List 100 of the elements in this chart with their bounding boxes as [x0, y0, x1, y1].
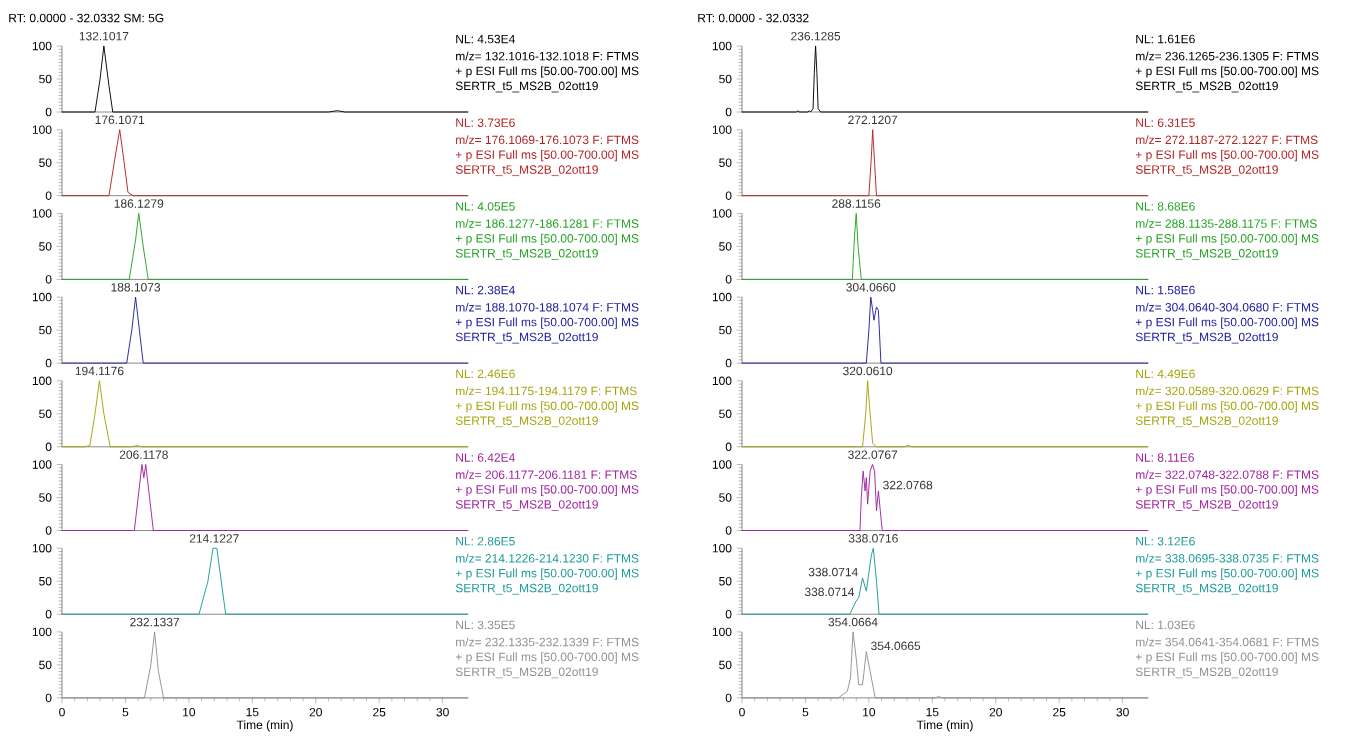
- text: NL: 4.53E4: [456, 34, 515, 44]
- annotation: m/z= 354.0641-354.0681 F: FTMS: [1136, 637, 1319, 647]
- annotation: 322.0768: [883, 480, 933, 490]
- annotation: m/z= 194.1175-194.1179 F: FTMS: [456, 386, 637, 396]
- annotation: m/z= 288.1135-288.1175 F: FTMS: [1136, 219, 1317, 228]
- y-tick-label: 50: [719, 493, 732, 502]
- x-tick-label: 0: [739, 707, 745, 717]
- annotation: SERTR_t5_MS2B_02ott19: [1135, 332, 1278, 344]
- y-tick-label: 50: [39, 409, 52, 419]
- x-axis-title: Time (min): [916, 720, 973, 732]
- annotation: SERTR_t5_MS2B_02ott19: [1135, 165, 1278, 177]
- x-axis-title: Time (min): [236, 720, 293, 732]
- y-tick-label: 50: [719, 325, 732, 335]
- annotation: m/z= 232.1335-232.1339 F: FTMS: [456, 637, 639, 647]
- text: NL: 6.31E5: [1136, 118, 1195, 127]
- y-tick-label: 0: [725, 693, 732, 703]
- x-tick-label: 20: [989, 707, 1002, 717]
- annotation: 320.0610: [843, 366, 893, 376]
- y-tick-label: 50: [39, 660, 52, 670]
- y-tick-label: 0: [725, 358, 732, 368]
- y-tick-label: 100: [712, 41, 732, 51]
- y-tick-label: 100: [712, 460, 732, 469]
- text: NL: 8.68E6: [1136, 202, 1195, 211]
- annotation: 338.0716: [848, 534, 898, 543]
- annotation: m/z= 304.0640-304.0680 F: FTMS: [1136, 302, 1319, 312]
- annotation: 186.1279: [114, 199, 164, 208]
- y-tick-label: 50: [39, 242, 52, 251]
- annotation: 214.1227: [189, 534, 239, 543]
- x-tick-label: 30: [1116, 707, 1129, 717]
- annotation: + p ESI Full ms [50.00-700.00] MS: [455, 66, 639, 78]
- y-tick-label: 0: [45, 442, 52, 452]
- annotation: + p ESI Full ms [50.00-700.00] MS: [455, 652, 639, 664]
- x-tick-label: 5: [122, 707, 129, 717]
- x-tick-label: 0: [59, 707, 65, 717]
- annotation: 194.1176: [75, 366, 124, 376]
- annotation: 338.0714: [804, 587, 855, 597]
- y-tick-label: 0: [725, 526, 732, 535]
- annotation: m/z= 132.1016-132.1018 F: FTMS: [456, 51, 639, 61]
- annotation: + p ESI Full ms [50.00-700.00] MS: [1135, 317, 1319, 329]
- x-tick-label: 25: [373, 707, 386, 717]
- annotation: SERTR_t5_MS2B_02ott19: [455, 81, 598, 93]
- annotation: SERTR_t5_MS2B_02ott19: [455, 667, 598, 679]
- annotation: + p ESI Full ms [50.00-700.00] MS: [455, 568, 639, 580]
- text: NL: 2.38E4: [456, 285, 515, 295]
- text: NL: 1.61E6: [1136, 34, 1195, 44]
- text: NL: 1.03E6: [1136, 620, 1195, 630]
- annotation: 354.0665: [871, 641, 921, 651]
- text: NL: 4.49E6: [1136, 369, 1195, 379]
- y-tick-label: 50: [39, 74, 52, 84]
- annotation: 272.1207: [848, 115, 898, 125]
- annotation: 206.1178: [119, 450, 168, 459]
- y-tick-label: 100: [712, 292, 732, 302]
- annotation: m/z= 176.1069-176.1073 F: FTMS: [456, 135, 639, 145]
- y-tick-label: 50: [719, 242, 732, 251]
- annotation: 322.0767: [848, 450, 898, 459]
- annotation: + p ESI Full ms [50.00-700.00] MS: [455, 150, 639, 162]
- y-tick-label: 0: [725, 442, 732, 452]
- annotation: SERTR_t5_MS2B_02ott19: [455, 249, 598, 260]
- text: NL: 3.73E6: [456, 118, 515, 127]
- annotation: 338.0714: [808, 567, 858, 577]
- y-tick-label: 0: [45, 107, 52, 117]
- text: NL: 4.05E5: [456, 202, 515, 211]
- annotation: SERTR_t5_MS2B_02ott19: [1135, 500, 1278, 511]
- annotation: + p ESI Full ms [50.00-700.00] MS: [455, 317, 639, 329]
- annotation: m/z= 188.1070-188.1074 F: FTMS: [456, 302, 639, 312]
- annotation: + p ESI Full ms [50.00-700.00] MS: [1135, 652, 1319, 664]
- y-tick-label: 0: [45, 693, 52, 703]
- annotation: m/z= 272.1187-272.1227 F: FTMS: [1136, 135, 1318, 145]
- annotation: 176.1071: [95, 115, 145, 125]
- y-tick-label: 100: [712, 627, 732, 637]
- annotation: SERTR_t5_MS2B_02ott19: [455, 332, 598, 344]
- annotation: m/z= 186.1277-186.1281 F: FTMS: [456, 219, 639, 228]
- annotation: 132.1017: [79, 31, 129, 41]
- y-tick-label: 50: [719, 576, 732, 586]
- annotation: + p ESI Full ms [50.00-700.00] MS: [1135, 150, 1319, 162]
- annotation: m/z= 236.1265-236.1305 F: FTMS: [1136, 51, 1319, 61]
- y-tick-label: 50: [719, 74, 732, 84]
- y-tick-label: 100: [32, 292, 52, 302]
- x-tick-label: 15: [926, 707, 939, 717]
- y-tick-label: 0: [45, 275, 52, 284]
- x-tick-label: 20: [309, 707, 322, 717]
- annotation: SERTR_t5_MS2B_02ott19: [1135, 249, 1278, 260]
- annotation: + p ESI Full ms [50.00-700.00] MS: [455, 484, 639, 497]
- x-tick-label: 5: [802, 707, 809, 717]
- y-tick-label: 0: [45, 191, 52, 200]
- annotation: m/z= 214.1226-214.1230 F: FTMS: [456, 553, 639, 563]
- text: NL: 3.12E6: [1136, 536, 1195, 546]
- annotation: + p ESI Full ms [50.00-700.00] MS: [455, 401, 639, 413]
- y-tick-label: 50: [719, 409, 732, 419]
- y-tick-label: 100: [32, 376, 52, 386]
- x-tick-label: 10: [183, 707, 196, 717]
- y-tick-label: 50: [39, 493, 52, 502]
- annotation: SERTR_t5_MS2B_02ott19: [455, 416, 598, 428]
- annotation: m/z= 320.0589-320.0629 F: FTMS: [1136, 386, 1319, 396]
- y-tick-label: 100: [32, 627, 52, 637]
- annotation: 236.1285: [791, 31, 841, 41]
- annotation: SERTR_t5_MS2B_02ott19: [455, 583, 598, 595]
- y-tick-label: 0: [45, 526, 52, 535]
- x-tick-label: 30: [436, 707, 449, 717]
- annotation: m/z= 206.1177-206.1181 F: FTMS: [456, 470, 637, 479]
